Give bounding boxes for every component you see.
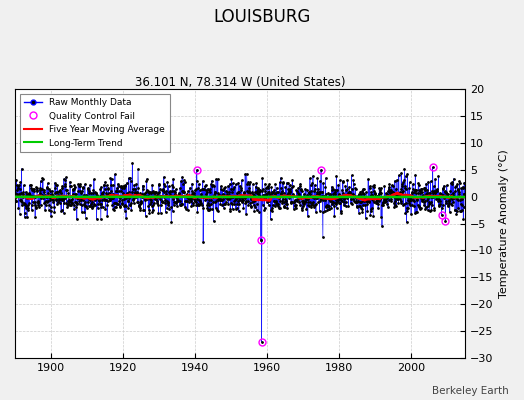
Title: 36.101 N, 78.314 W (United States): 36.101 N, 78.314 W (United States) bbox=[135, 76, 345, 89]
Text: LOUISBURG: LOUISBURG bbox=[213, 8, 311, 26]
Y-axis label: Temperature Anomaly (°C): Temperature Anomaly (°C) bbox=[499, 149, 509, 298]
Legend: Raw Monthly Data, Quality Control Fail, Five Year Moving Average, Long-Term Tren: Raw Monthly Data, Quality Control Fail, … bbox=[19, 94, 170, 152]
Text: Berkeley Earth: Berkeley Earth bbox=[432, 386, 508, 396]
